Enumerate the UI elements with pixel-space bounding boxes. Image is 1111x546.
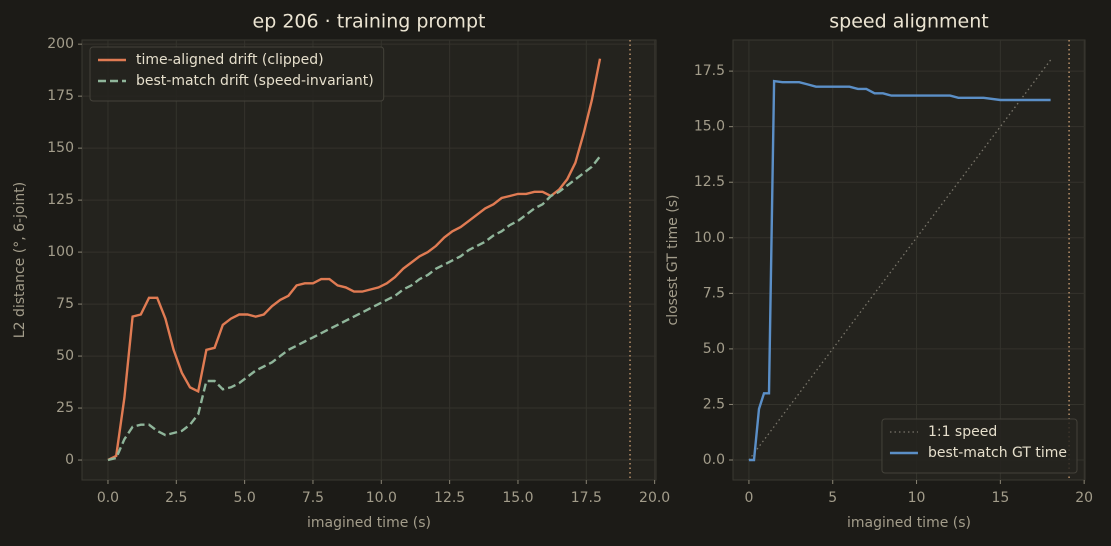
- x-tick-label: 17.5: [571, 490, 602, 506]
- x-tick-label: 10.0: [366, 490, 397, 506]
- x-tick-label: 0.0: [97, 490, 119, 506]
- chart-title: ep 206 · training prompt: [253, 11, 486, 33]
- y-tick-label: 12.5: [694, 174, 725, 190]
- y-tick-label: 150: [47, 140, 74, 156]
- y-tick-label: 25: [56, 400, 74, 416]
- x-axis-label: imagined time (s): [307, 515, 431, 531]
- series-line: [107, 58, 602, 462]
- y-tick-label: 100: [47, 244, 74, 260]
- x-tick-label: 12.5: [434, 490, 465, 506]
- y-axis-label: L2 distance (°, 6-joint): [12, 182, 28, 338]
- legend-label: best-match drift (speed-invariant): [136, 73, 374, 89]
- legend-label: best-match GT time: [928, 445, 1067, 461]
- plot-area: [81, 39, 657, 481]
- y-tick-label: 50: [56, 348, 74, 364]
- y-tick-label: 0.0: [703, 452, 725, 468]
- legend-label: time-aligned drift (clipped): [136, 52, 324, 68]
- x-tick-label: 0: [744, 490, 753, 506]
- x-tick-label: 5.0: [234, 490, 256, 506]
- y-tick-label: 125: [47, 192, 74, 208]
- legend: 1:1 speed best-match GT time: [881, 418, 1078, 474]
- y-axis-label: closest GT time (s): [665, 195, 681, 326]
- x-tick-label: 7.5: [302, 490, 324, 506]
- x-tick-label: 2.5: [165, 490, 187, 506]
- legend-box: [89, 46, 385, 102]
- series-line: [748, 79, 1051, 462]
- series-line: [107, 155, 601, 462]
- plot-area: [732, 39, 1086, 481]
- y-tick-label: 15.0: [694, 119, 725, 135]
- x-tick-label: 15.0: [502, 490, 533, 506]
- legend-label: 1:1 speed: [928, 424, 997, 440]
- x-tick-label: 10: [908, 490, 926, 506]
- legend: time-aligned drift (clipped) best-match d…: [89, 46, 385, 102]
- x-tick-label: 20: [1075, 490, 1093, 506]
- y-tick-label: 200: [47, 36, 74, 52]
- y-tick-label: 5.0: [703, 341, 725, 357]
- y-tick-label: 2.5: [703, 396, 725, 412]
- x-tick-label: 20.0: [639, 490, 670, 506]
- y-tick-label: 175: [47, 88, 74, 104]
- chart-title: speed alignment: [829, 11, 988, 33]
- y-tick-label: 75: [56, 296, 74, 312]
- y-tick-label: 10.0: [694, 230, 725, 246]
- x-axis-label: imagined time (s): [847, 515, 971, 531]
- y-tick-label: 0: [65, 452, 74, 468]
- x-tick-label: 5: [828, 490, 837, 506]
- x-tick-label: 15: [991, 490, 1009, 506]
- y-tick-label: 7.5: [703, 285, 725, 301]
- legend-box: [881, 418, 1078, 474]
- y-tick-label: 17.5: [694, 63, 725, 79]
